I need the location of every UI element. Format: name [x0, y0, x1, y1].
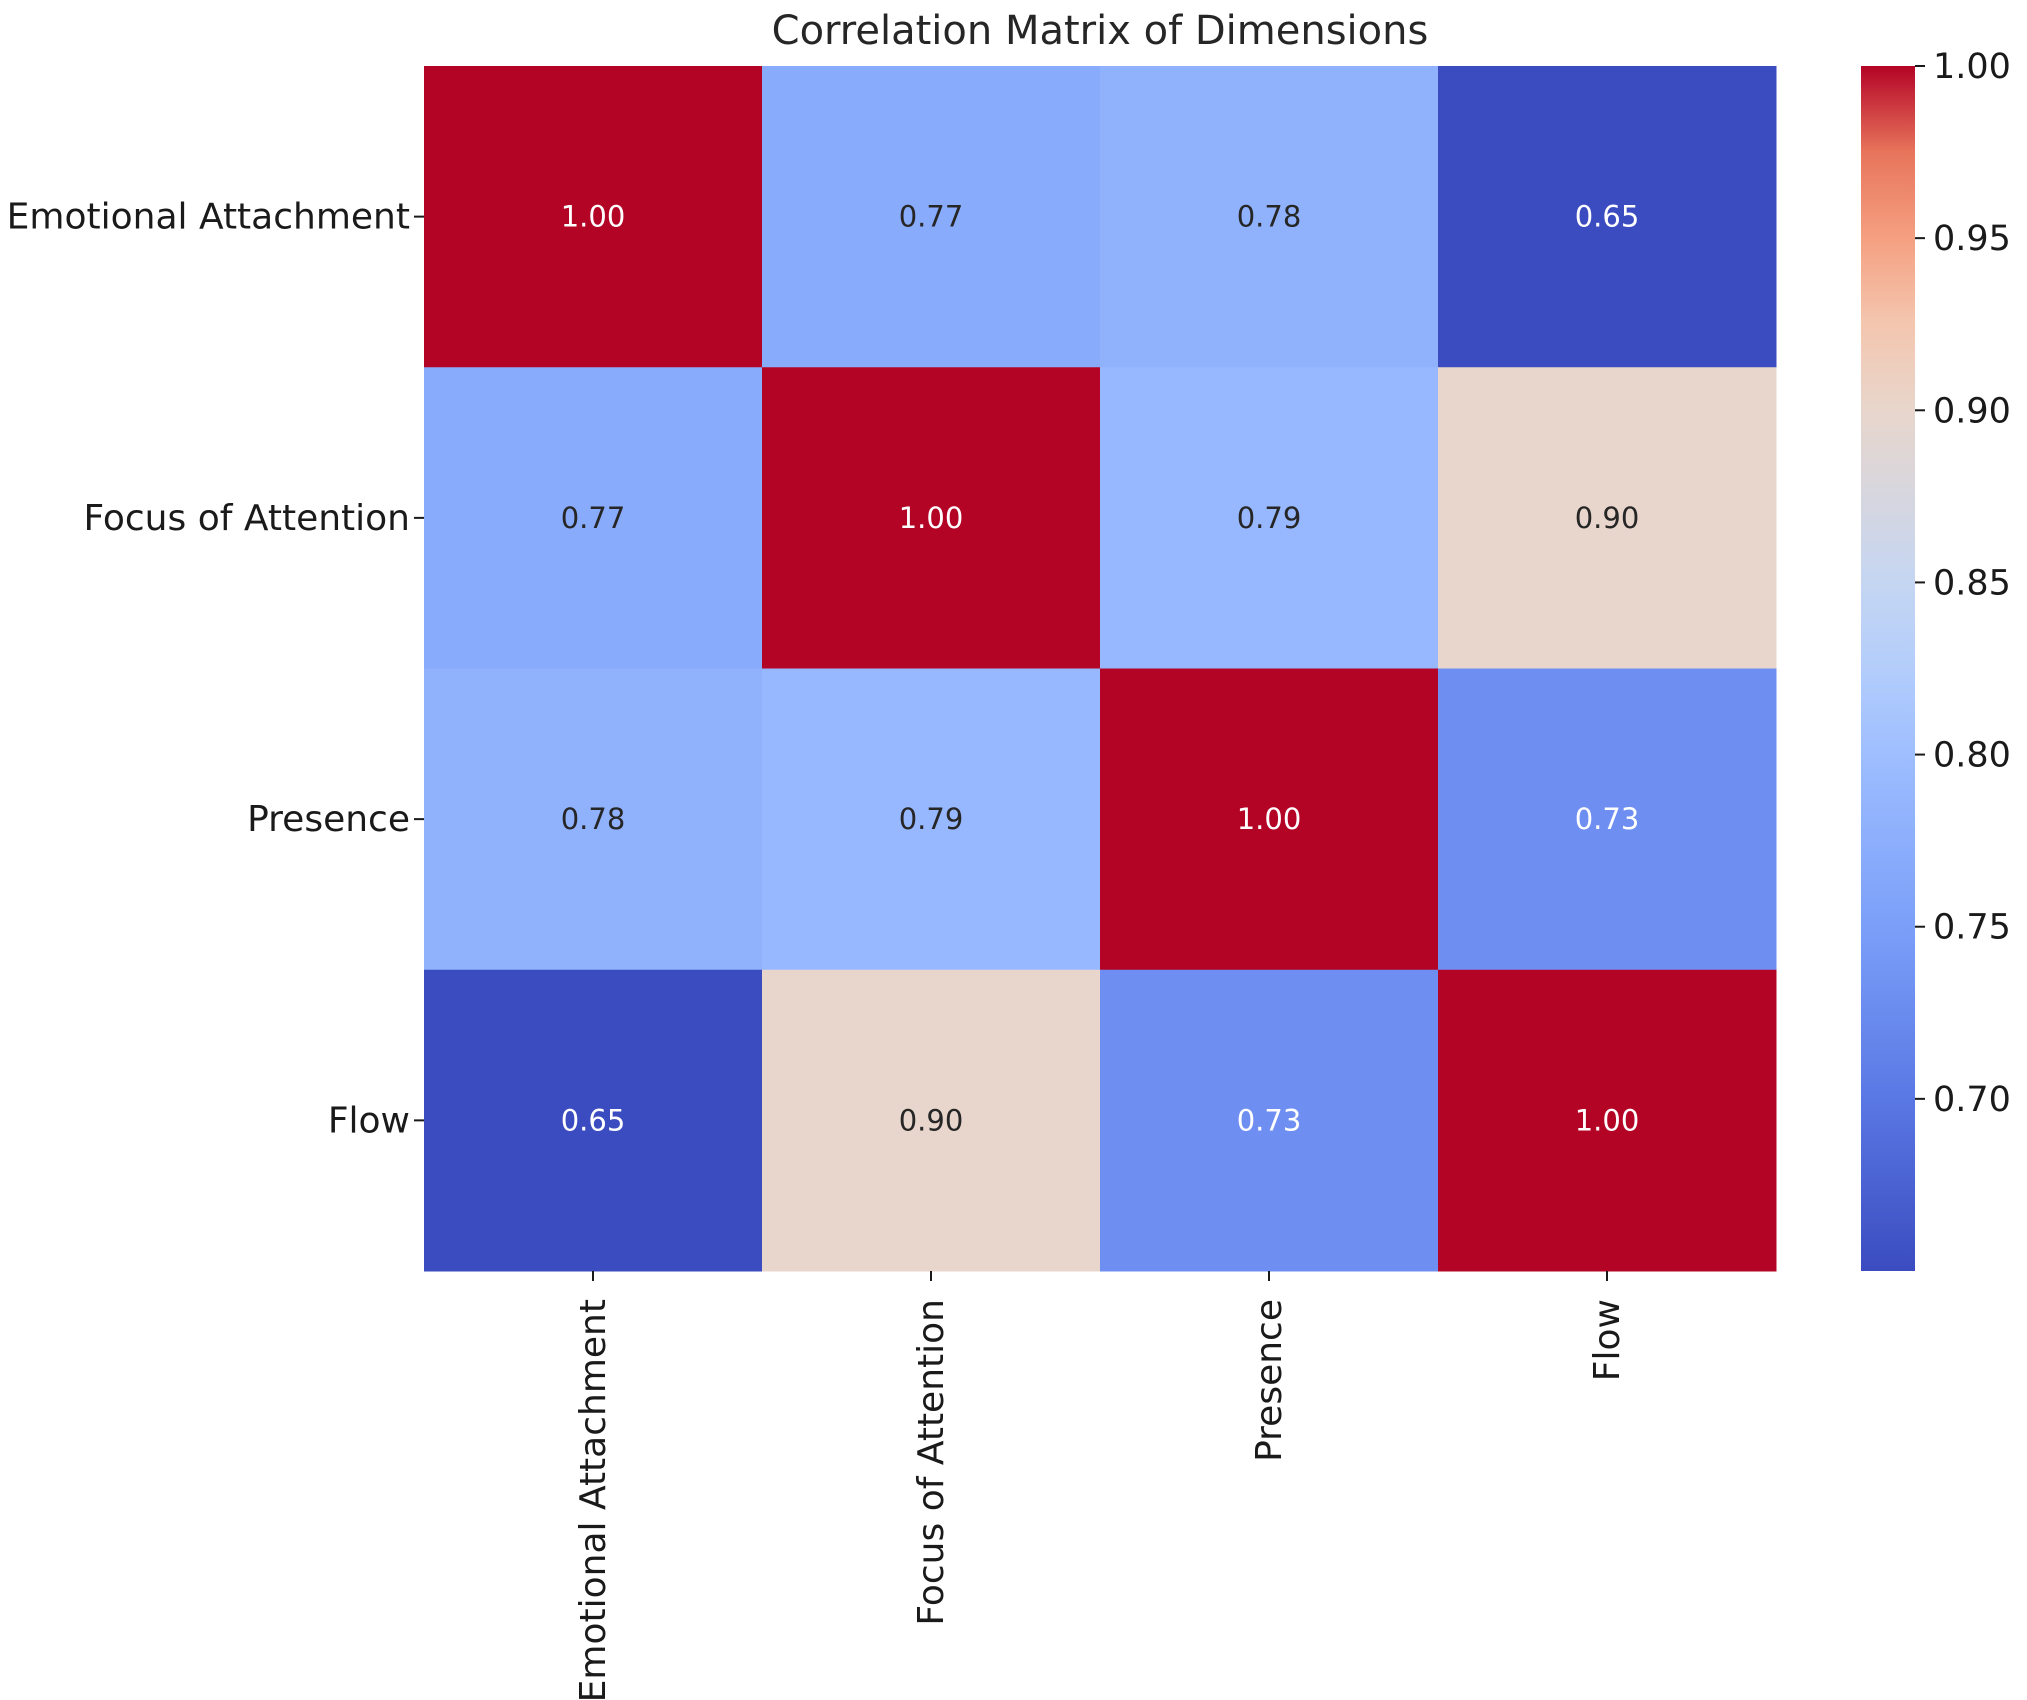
chart-title: Correlation Matrix of Dimensions — [772, 8, 1429, 54]
cell-value-label: 0.78 — [1237, 200, 1302, 234]
cell-value-label: 0.73 — [1575, 802, 1640, 836]
cell-value-label: 1.00 — [561, 200, 626, 234]
cell-value-label: 0.79 — [899, 802, 964, 836]
colorbar-tick-label: 1.00 — [1933, 47, 2011, 87]
cell-value-label: 1.00 — [1237, 802, 1302, 836]
cell-value-label: 1.00 — [899, 501, 964, 535]
colorbar-tick-label: 0.85 — [1933, 563, 2011, 603]
col-label: Focus of Attention — [911, 1299, 952, 1626]
cell-value-label: 0.73 — [1237, 1103, 1302, 1137]
heatmap-cell — [762, 367, 1101, 669]
cell-value-label: 1.00 — [1575, 1103, 1640, 1137]
cell-value-label: 0.65 — [1575, 200, 1640, 234]
cell-value-label: 0.78 — [561, 802, 626, 836]
colorbar-tick-label: 0.90 — [1933, 391, 2011, 431]
cell-value-label: 0.79 — [1237, 501, 1302, 535]
heatmap-cell-labels: 1.00 0.77 0.78 0.65 0.77 1.00 0.79 0.90 0.78 0.79… — [561, 200, 1640, 1138]
heatmap-cell — [1438, 668, 1777, 971]
heatmap-cell — [1100, 66, 1439, 368]
heatmap-cell — [1438, 66, 1777, 368]
col-label: Flow — [1587, 1299, 1628, 1381]
colorbar-tick-label: 0.75 — [1933, 908, 2011, 948]
heatmap-cell — [424, 969, 763, 1272]
col-label: Emotional Attachment — [573, 1299, 614, 1700]
colorbar-tick-label: 0.80 — [1933, 736, 2011, 776]
col-label: Presence — [1249, 1299, 1290, 1462]
cell-value-label: 0.77 — [561, 501, 626, 535]
heatmap-cell — [762, 969, 1101, 1272]
cell-value-label: 0.90 — [1575, 501, 1640, 535]
cell-value-label: 0.65 — [561, 1103, 626, 1137]
heatmap-cell — [1438, 367, 1777, 669]
heatmap-cell — [424, 668, 763, 971]
colorbar — [1861, 66, 1915, 1271]
heatmap-cells — [424, 66, 1777, 1272]
heatmap-cell — [424, 66, 763, 368]
row-label: Flow — [328, 1100, 410, 1141]
colorbar-tick-label: 0.70 — [1933, 1080, 2011, 1120]
row-label: Focus of Attention — [83, 498, 410, 539]
cell-value-label: 0.90 — [899, 1103, 964, 1137]
heatmap-cell — [1100, 668, 1439, 971]
row-label: Presence — [247, 799, 410, 840]
heatmap-cell — [762, 668, 1101, 971]
cell-value-label: 0.77 — [899, 200, 964, 234]
row-labels: Emotional Attachment Focus of Attention Pr… — [7, 197, 424, 1141]
heatmap-cell — [1100, 367, 1439, 669]
col-labels: Emotional Attachment Focus of Attention Pr… — [573, 1271, 1628, 1700]
colorbar-ticks: 0.70 0.75 0.80 0.85 0.90 0.95 1.00 — [1915, 47, 2011, 1120]
heatmap-cell — [1100, 969, 1439, 1272]
heatmap-cell — [1438, 969, 1777, 1272]
row-label: Emotional Attachment — [7, 197, 410, 238]
heatmap-cell — [424, 367, 763, 669]
colorbar-tick-label: 0.95 — [1933, 219, 2011, 259]
heatmap-cell — [762, 66, 1101, 368]
